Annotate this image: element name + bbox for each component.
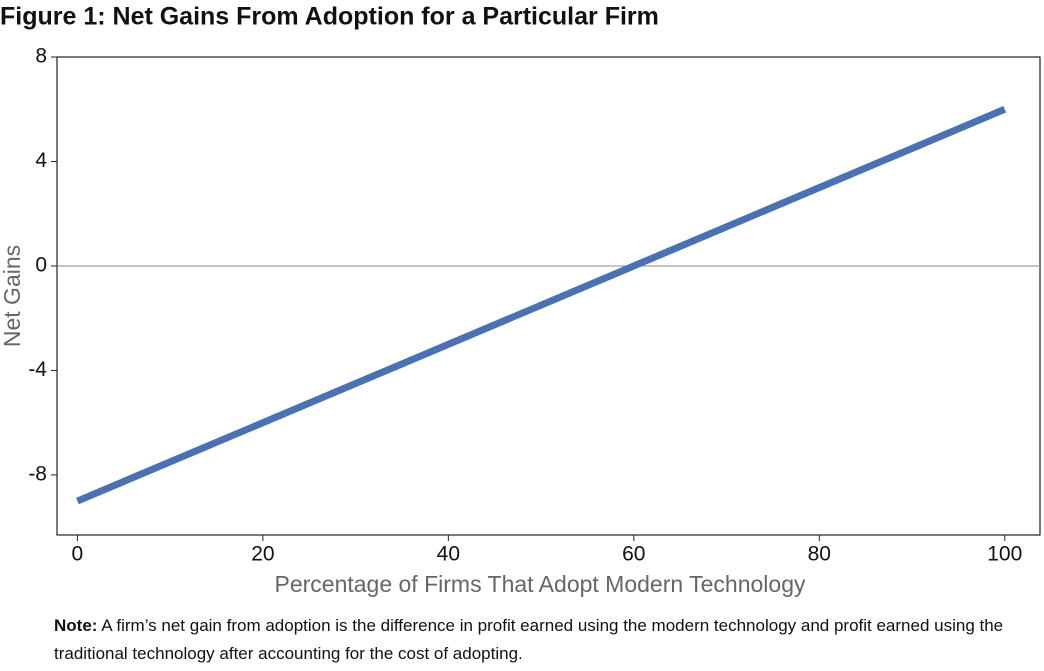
- x-axis-label: Percentage of Firms That Adopt Modern Te…: [274, 571, 806, 597]
- note-text: A firm’s net gain from adoption is the d…: [54, 616, 1004, 663]
- y-tick-label: 8: [35, 45, 47, 68]
- plot-frame: [56, 56, 1041, 536]
- chart-title: Figure 1: Net Gains From Adoption for a …: [0, 3, 659, 31]
- x-tick-label: 0: [72, 543, 84, 566]
- data-line: [76, 106, 1007, 505]
- y-tick-label: -4: [28, 358, 47, 381]
- y-tick-label: 0: [35, 254, 47, 277]
- y-tick-label: 4: [35, 149, 47, 172]
- x-tick-label: 40: [437, 543, 460, 566]
- note: Note: A firm’s net gain from adoption is…: [54, 612, 1014, 668]
- x-tick-label: 60: [622, 543, 645, 566]
- chart: Figure 1: Net Gains From Adoption for a …: [0, 3, 1041, 597]
- y-axis-label: Net Gains: [0, 245, 25, 347]
- x-tick-label: 80: [808, 543, 831, 566]
- y-tick-label: -8: [28, 462, 47, 485]
- note-label: Note:: [54, 616, 98, 635]
- x-tick-label: 20: [251, 543, 274, 566]
- x-tick-label: 100: [987, 543, 1022, 566]
